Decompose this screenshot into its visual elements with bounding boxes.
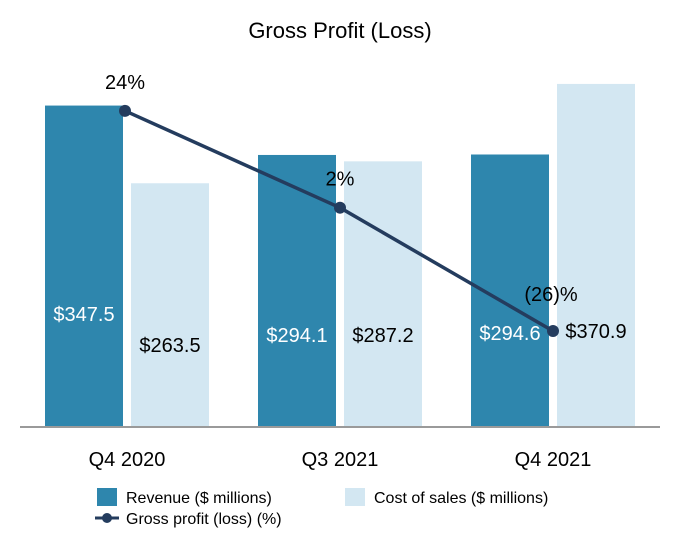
gross-profit-label-0: 24% xyxy=(105,72,145,94)
x-tick-label-2: Q4 2021 xyxy=(515,449,592,471)
legend-label-cost-of-sales: Cost of sales ($ millions) xyxy=(374,490,548,507)
legend: Revenue ($ millions) Cost of sales ($ mi… xyxy=(95,488,548,528)
x-tick-label-0: Q4 2020 xyxy=(89,449,166,471)
data-label-cost-of-sales-2: $370.9 xyxy=(565,321,626,343)
data-label-revenue-2: $294.6 xyxy=(479,323,540,345)
x-tick-label-1: Q3 2021 xyxy=(302,449,379,471)
gross-profit-label-2: (26)% xyxy=(524,284,578,306)
legend-marker-gross-profit xyxy=(102,513,112,523)
gross-profit-point-2 xyxy=(547,324,559,337)
bar-cost-of-sales-q4-2020 xyxy=(131,183,209,427)
gross-profit-label-1: 2% xyxy=(326,169,355,191)
chart-title: Gross Profit (Loss) xyxy=(248,18,431,43)
data-label-cost-of-sales-0: $263.5 xyxy=(139,335,200,357)
legend-swatch-cost-of-sales xyxy=(345,488,365,506)
data-label-revenue-0: $347.5 xyxy=(53,304,114,326)
legend-label-gross-profit: Gross profit (loss) (%) xyxy=(126,511,282,528)
legend-swatch-revenue xyxy=(97,488,117,506)
gross-profit-point-1 xyxy=(334,201,346,214)
gross-profit-point-0 xyxy=(119,104,131,117)
bar-cost-of-sales-q3-2021 xyxy=(344,161,422,427)
bar-cost-of-sales-q4-2021 xyxy=(557,83,635,427)
data-label-cost-of-sales-1: $287.2 xyxy=(352,325,413,347)
bar-revenue-q3-2021 xyxy=(258,154,336,427)
data-label-revenue-1: $294.1 xyxy=(266,325,327,347)
legend-label-revenue: Revenue ($ millions) xyxy=(126,490,272,507)
bar-revenue-q4-2020 xyxy=(45,105,123,427)
